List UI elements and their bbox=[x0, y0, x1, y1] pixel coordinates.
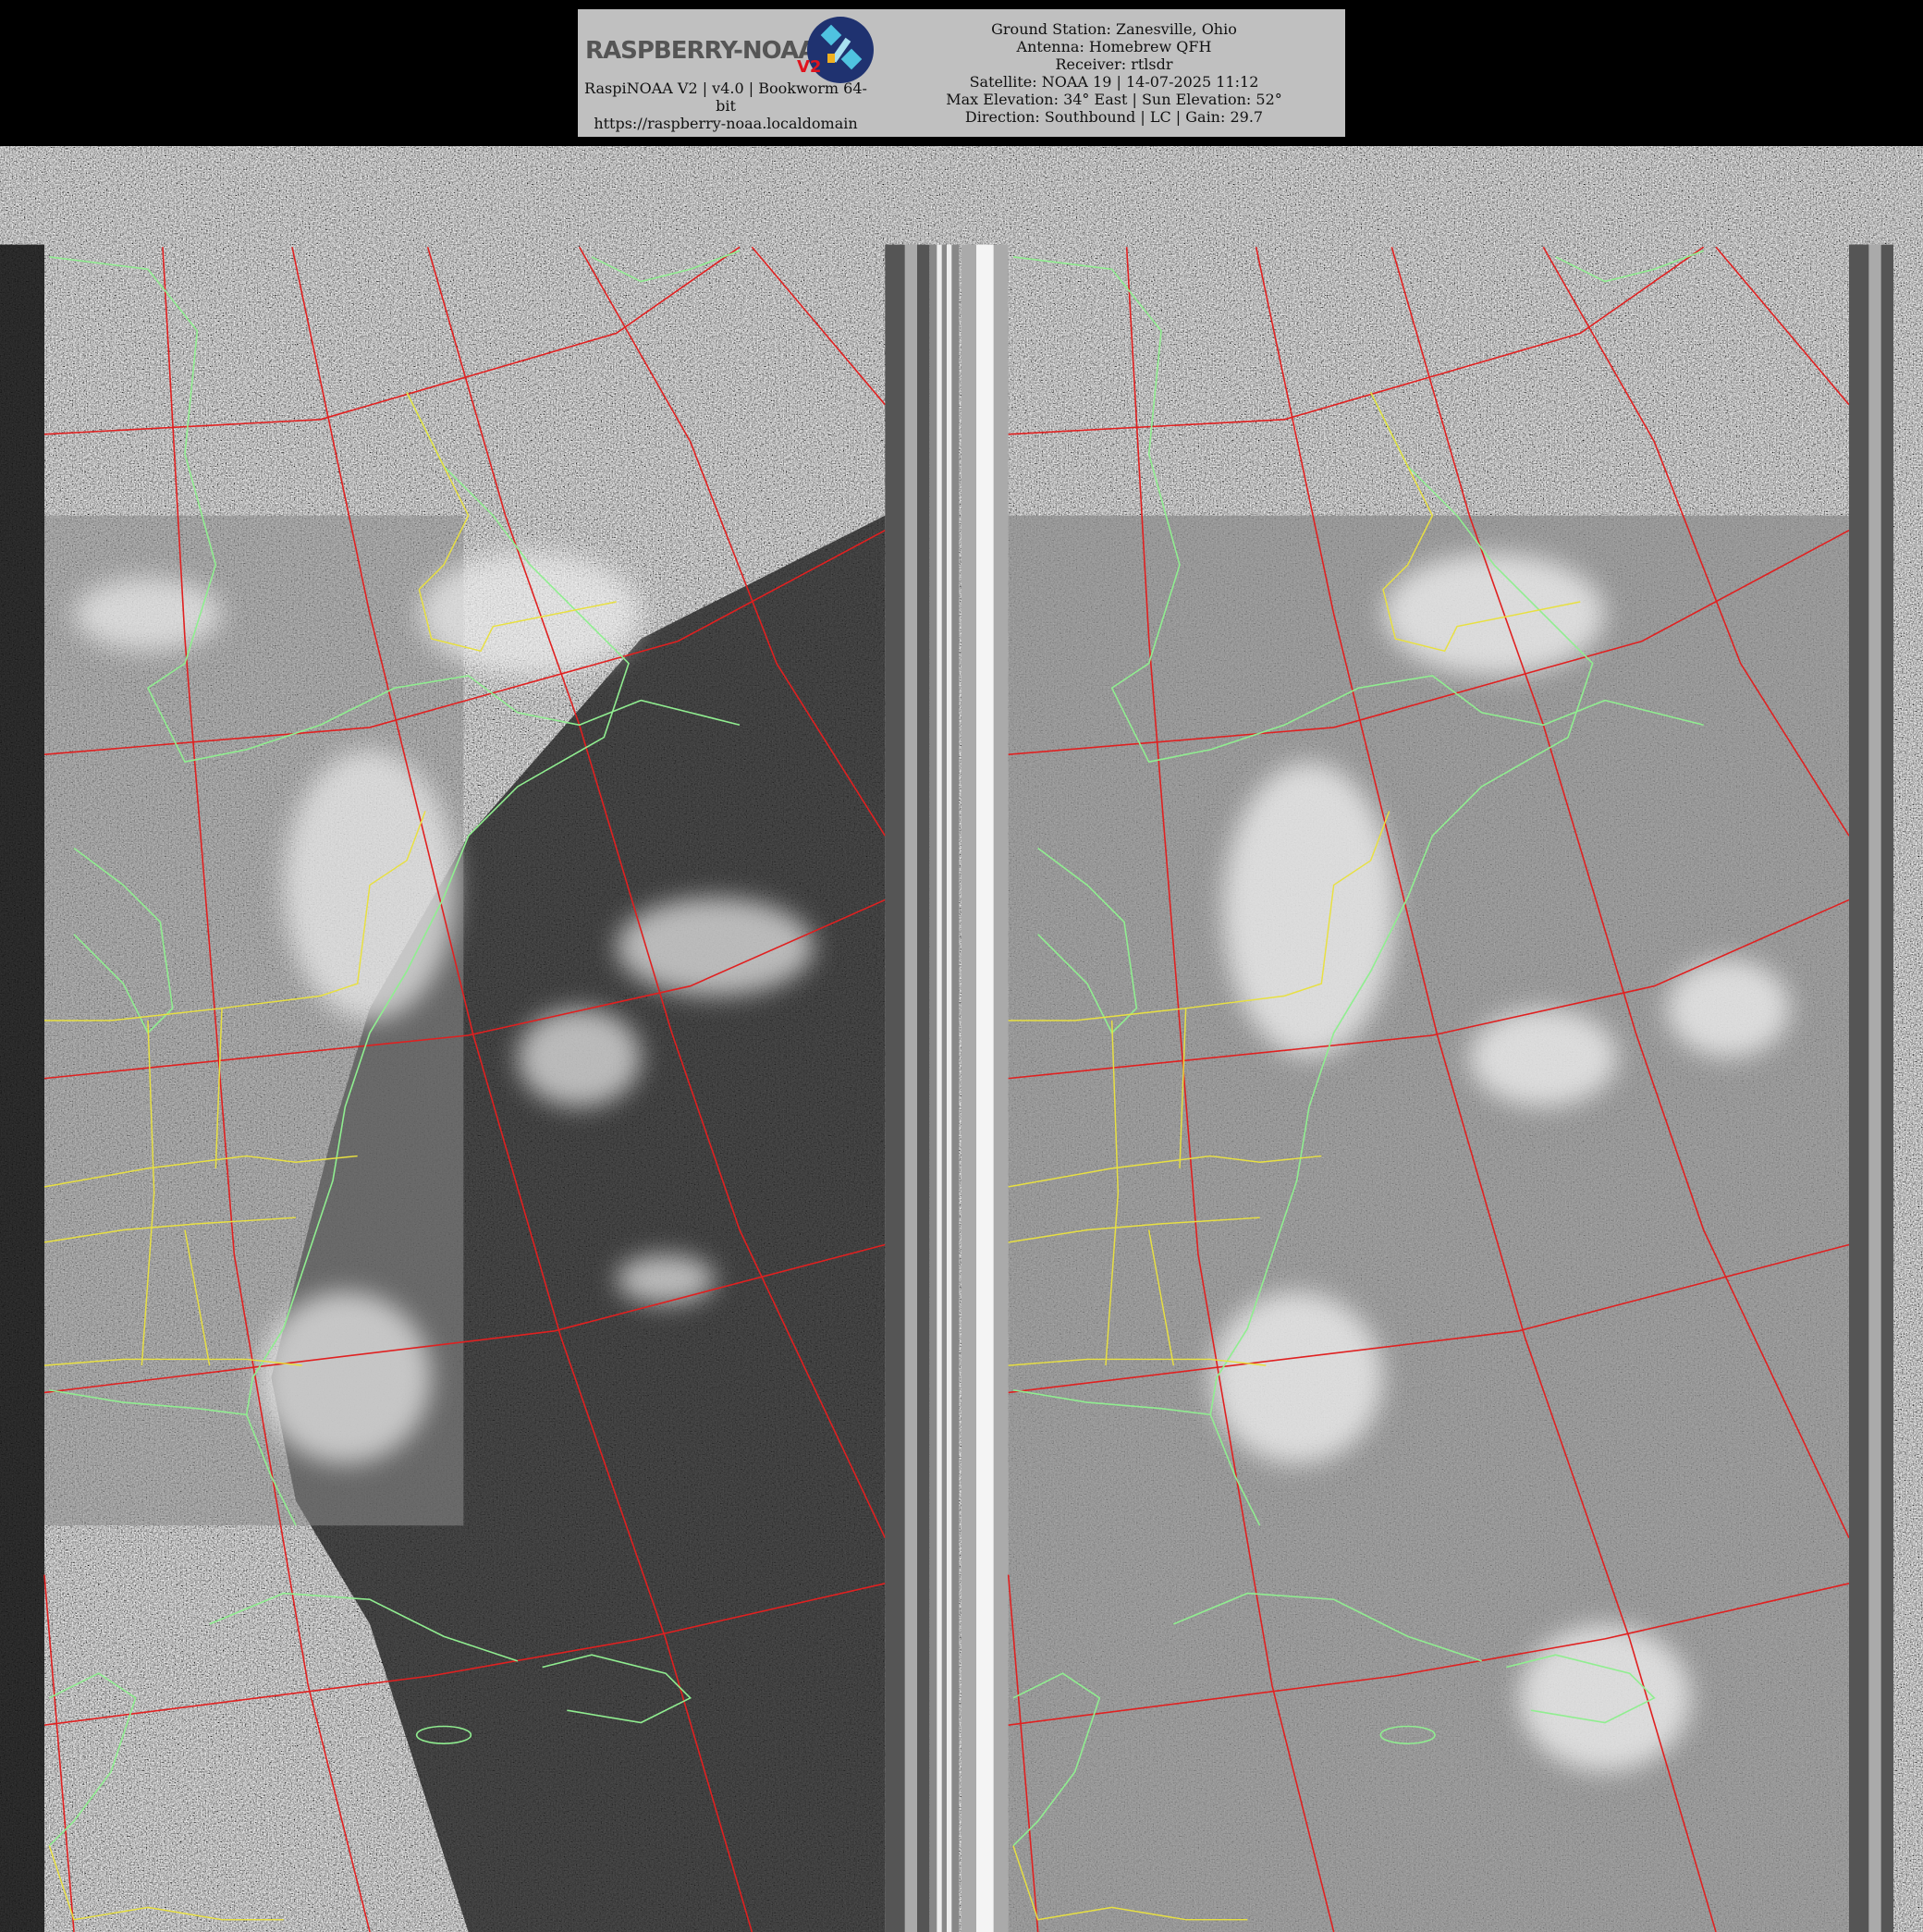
pass-details: Ground Station: Zanesville, Ohio Antenna… bbox=[883, 20, 1345, 126]
satellite-icon bbox=[807, 17, 874, 83]
antenna: Antenna: Homebrew QFH bbox=[1016, 38, 1212, 55]
telemetry-strip-b bbox=[1849, 244, 1893, 1932]
pass-info-header: RASPBERRY-NOAA V2 RaspiNOAA V2 | v4.0 | … bbox=[578, 9, 1345, 137]
elevation: Max Elevation: 34° East | Sun Elevation:… bbox=[946, 91, 1282, 108]
channel-a-panel bbox=[0, 244, 1009, 1932]
receiver: Receiver: rtlsdr bbox=[1055, 55, 1173, 73]
apt-satellite-image bbox=[0, 146, 1923, 1932]
version-line: RaspiNOAA V2 | v4.0 | Bookworm 64-bit bbox=[584, 79, 867, 115]
logo-text: RASPBERRY-NOAA bbox=[585, 37, 816, 65]
direction-gain: Direction: Southbound | LC | Gain: 29.7 bbox=[964, 108, 1264, 126]
station-url: https://raspberry-noaa.localdomain bbox=[594, 115, 858, 132]
station-software-info: RaspiNOAA V2 | v4.0 | Bookworm 64-bit ht… bbox=[578, 79, 874, 132]
ground-station: Ground Station: Zanesville, Ohio bbox=[991, 20, 1237, 38]
raspberry-noaa-logo: RASPBERRY-NOAA V2 bbox=[582, 13, 874, 87]
logo-badge: V2 bbox=[797, 57, 822, 77]
channel-b-panel bbox=[1007, 244, 1893, 1932]
satellite-datetime: Satellite: NOAA 19 | 14-07-2025 11:12 bbox=[969, 73, 1259, 91]
telemetry-strip-a bbox=[885, 244, 1009, 1932]
